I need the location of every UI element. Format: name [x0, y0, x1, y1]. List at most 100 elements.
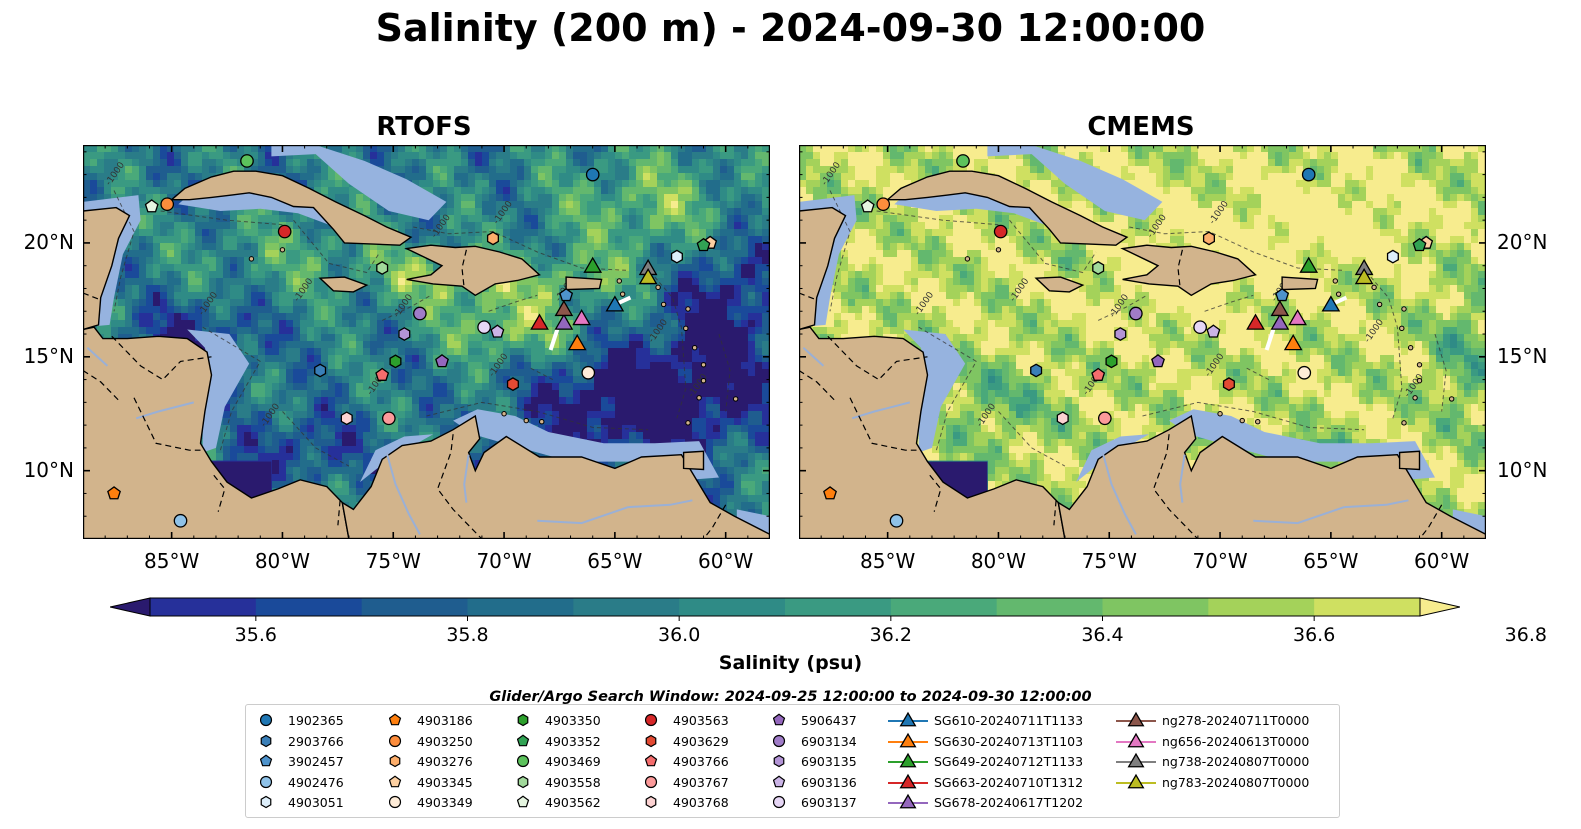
legend-label: 6903136	[801, 774, 857, 790]
marker-4903562	[860, 199, 875, 213]
colorbar-bin	[996, 598, 1103, 616]
marker-2903766	[1030, 363, 1043, 378]
legend-marker-icon	[773, 713, 786, 726]
lon-tick-label: 80°W	[254, 549, 311, 573]
legend-marker-icon	[389, 796, 402, 809]
marker-4903766	[375, 367, 390, 381]
marker-4903352	[1412, 237, 1427, 252]
marker-4903767	[381, 411, 396, 426]
marker-1902365	[585, 167, 600, 182]
marker-SG663-20240710T1312	[530, 313, 549, 330]
marker-SG610-20240711T1133	[605, 295, 625, 312]
legend-marker-icon	[773, 734, 786, 747]
marker-4903250	[876, 197, 891, 212]
marker-3902457	[1275, 287, 1290, 302]
legend-marker-icon	[260, 775, 273, 788]
legend-marker-icon	[1116, 773, 1156, 789]
marker-4903349	[1297, 365, 1312, 380]
legend-marker-icon	[773, 796, 786, 809]
land-central	[799, 326, 1066, 539]
legend-label: 5906437	[801, 713, 857, 728]
colorbar-tick-label: 36.2	[869, 624, 912, 646]
colorbar-bin	[150, 598, 257, 616]
legend-marker-icon	[517, 775, 529, 788]
legend-label: 4903558	[545, 774, 601, 790]
legend-label: 4903767	[673, 774, 729, 790]
axis-ticks	[83, 145, 770, 539]
marker-4903563	[277, 224, 292, 239]
legend-marker-icon	[888, 752, 928, 768]
marker-6903135	[1114, 327, 1127, 341]
lon-tick-label: 70°W	[476, 549, 532, 573]
legend-marker-icon	[888, 711, 928, 727]
legend-label: 3902457	[288, 754, 344, 770]
colorbar-tick-label: 35.6	[234, 624, 277, 646]
marker-6903135	[398, 327, 411, 341]
legend-label: 6903135	[801, 754, 857, 770]
legend-label: ng738-20240807T0000	[1162, 754, 1310, 770]
lon-tick-label: 70°W	[1192, 549, 1248, 573]
land-central	[83, 326, 350, 539]
legend-marker-icon	[389, 775, 402, 788]
land-jamaica	[1034, 276, 1085, 293]
marker-6903134	[1129, 306, 1143, 321]
land-puertorico	[1281, 276, 1319, 291]
marker-4903350	[389, 354, 402, 369]
legend-marker-icon	[260, 796, 272, 809]
map-rtofs: -1000-1000-1000-1000-1000-1000-1000-1000…	[83, 145, 770, 539]
legend-marker-icon	[888, 773, 928, 789]
marker-SG630-20240713T1103	[1283, 334, 1303, 351]
marker-SG678-20240617T1202	[554, 313, 574, 330]
marker-1902365	[1301, 167, 1316, 182]
marker-4903051	[1386, 249, 1399, 264]
lat-tick-label-right: 15°N	[1497, 343, 1548, 368]
lat-tick-label-right: 10°N	[1497, 457, 1548, 482]
marker-4903250	[160, 197, 175, 212]
observation-markers	[107, 154, 718, 528]
search-window-text: Glider/Argo Search Window: 2024-09-25 12…	[489, 689, 1092, 705]
colorbar-bin	[361, 598, 468, 616]
legend-marker-icon	[517, 755, 530, 768]
colorbar-bin	[255, 598, 363, 616]
legend-label: ng278-20240711T0000	[1162, 713, 1310, 728]
marker-4902476	[173, 513, 188, 528]
marker-5906437	[1151, 354, 1165, 368]
legend-label: SG649-20240712T1133	[934, 754, 1084, 770]
land-yucatan	[799, 206, 847, 331]
marker-SG649-20240712T1133	[1299, 256, 1319, 273]
colorbar-bin	[467, 598, 574, 616]
land-masses	[83, 170, 770, 539]
marker-2903766	[314, 363, 327, 378]
legend-label: 6903134	[801, 733, 857, 749]
marker-4903276	[1202, 231, 1216, 246]
legend-label: SG610-20240711T1133	[934, 713, 1084, 728]
marker-4903276	[486, 231, 500, 246]
marker-4903051	[670, 249, 683, 264]
map-cmems: -1000-1000-1000-1000-1000-1000-1000-1000…	[799, 145, 1486, 539]
legend-marker-icon	[645, 713, 658, 727]
marker-4903469	[240, 154, 254, 168]
land-hispaniola	[404, 244, 541, 297]
legend-marker-icon	[260, 713, 273, 727]
legend-label: 4903349	[417, 795, 473, 811]
legend-label: 4903051	[288, 795, 344, 811]
legend-marker-icon	[517, 713, 529, 727]
marker-3902457	[559, 287, 574, 302]
legend-label: 4903186	[417, 713, 473, 728]
colorbar-bin	[573, 598, 680, 616]
land-cuba	[885, 170, 1129, 246]
colorbar-bin	[679, 598, 786, 616]
lat-tick-label-left: 10°N	[23, 457, 74, 482]
colorbar-bin	[1314, 598, 1421, 616]
legend: 1902365 2903766 3902457 4902476 4903051 49031…	[245, 704, 1340, 818]
colorbar-bin	[890, 598, 998, 616]
marker-ng783-20240807T0000	[638, 267, 658, 285]
marker-6903136	[1206, 324, 1221, 338]
marker-4903469	[956, 154, 970, 168]
colorbar-extend-low	[110, 597, 151, 617]
legend-marker-icon	[1116, 752, 1156, 768]
colorbar-tick-label: 36.0	[658, 624, 701, 646]
panel-title-cmems: CMEMS	[1087, 112, 1195, 142]
legend-label: 4903563	[673, 713, 729, 728]
lon-tick-label: 60°W	[698, 549, 754, 573]
